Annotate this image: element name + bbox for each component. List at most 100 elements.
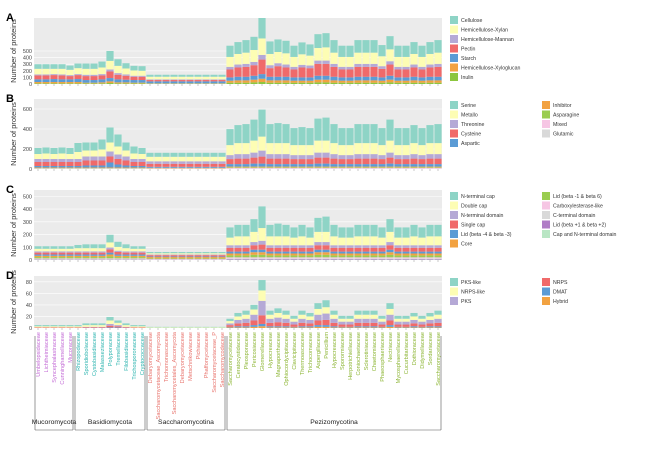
bar-segment	[82, 150, 90, 157]
category-label: Metschnikowiaceae	[188, 332, 194, 381]
bar-segment	[338, 167, 346, 169]
bar-segment	[354, 253, 362, 256]
bar-segment	[370, 322, 378, 327]
bar-segment	[306, 65, 314, 69]
bar-segment	[234, 327, 242, 328]
bar-segment	[306, 247, 314, 252]
bar-segment	[394, 159, 402, 165]
bar-segment	[146, 326, 154, 328]
bar-segment	[226, 251, 234, 254]
bar-segment	[426, 251, 434, 254]
bar-segment	[426, 245, 434, 248]
bar-segment	[434, 253, 442, 256]
bar-segment	[418, 145, 426, 156]
category-label: Umbelopsidaceae	[36, 332, 42, 377]
bar-segment	[98, 83, 106, 84]
bar-segment	[234, 257, 242, 259]
legend-label: Threonine	[461, 122, 484, 128]
bar-segment	[186, 257, 194, 259]
bar-segment	[434, 224, 442, 237]
bar-segment	[434, 82, 442, 84]
bar-segment	[218, 258, 226, 259]
bar-segment	[434, 143, 442, 155]
bar-segment	[138, 159, 146, 162]
bar-segment	[90, 80, 98, 83]
bar-segment	[274, 80, 282, 83]
bar-segment	[178, 254, 186, 256]
bar-segment	[194, 152, 202, 157]
bar-segment	[346, 167, 354, 168]
bar-segment	[122, 323, 130, 326]
bar-segment	[362, 76, 370, 81]
category-label: Pichiaceae	[196, 332, 202, 359]
bar-segment	[410, 247, 418, 252]
bar-segment	[66, 76, 74, 80]
legend-swatch	[542, 230, 550, 238]
bar-segment	[266, 314, 274, 319]
legend-label: PKS-like	[461, 280, 481, 286]
bar-segment	[378, 326, 386, 328]
legend-swatch	[542, 120, 550, 128]
bar-segment	[410, 245, 418, 248]
bar-segment	[394, 56, 402, 67]
bar-segment	[426, 53, 434, 65]
bar-segment	[146, 258, 154, 259]
bar-segment	[298, 245, 306, 248]
bar-segment	[218, 76, 226, 80]
bar-segment	[354, 326, 362, 328]
bar-segment	[322, 313, 330, 320]
bar-segment	[282, 245, 290, 248]
bar-segment	[282, 154, 290, 159]
bar-segment	[402, 166, 410, 168]
legend-item: Single cap	[450, 220, 485, 229]
bar-segment	[242, 164, 250, 167]
bar-segment	[434, 322, 442, 327]
bar-segment	[114, 251, 122, 255]
legend-label: Hemicellulose-Mannan	[461, 37, 514, 43]
bar-segment	[394, 155, 402, 160]
bar-segment	[242, 255, 250, 258]
bar-segment	[82, 167, 90, 168]
bar-segment	[362, 167, 370, 169]
bar-segment	[202, 326, 210, 328]
bar-segment	[74, 79, 82, 83]
bar-segment	[130, 257, 138, 259]
bar-segment	[226, 326, 234, 328]
bar-segment	[274, 164, 282, 167]
bar-segment	[258, 166, 266, 168]
bar-segment	[194, 76, 202, 80]
category-label: Trichocomaceae	[308, 332, 314, 373]
bar-segment	[162, 152, 170, 157]
bar-segment	[434, 327, 442, 328]
bar-segment	[362, 154, 370, 159]
bar-segment	[290, 69, 298, 78]
bar-segment	[330, 253, 338, 256]
bar-segment	[114, 159, 122, 165]
bar-segment	[330, 224, 338, 237]
bar-segment	[242, 247, 250, 252]
bar-segment	[266, 76, 274, 81]
category-label: Penicillium	[324, 332, 330, 359]
bar-segment	[178, 152, 186, 157]
bar-segment	[282, 327, 290, 328]
bar-segment	[338, 324, 346, 327]
legend-swatch	[450, 192, 458, 200]
bar-segment	[298, 327, 306, 328]
bar-segment	[234, 80, 242, 83]
bar-segment	[418, 159, 426, 165]
bar-segment	[194, 80, 202, 82]
category-label: Trichomonascaceae	[164, 332, 170, 382]
bar-segment	[290, 327, 298, 328]
bar-segment	[34, 327, 42, 328]
bar-segment	[122, 79, 130, 83]
bar-segment	[114, 255, 122, 258]
bar-segment	[394, 251, 402, 254]
legend-label: Carboxylesterase-like	[553, 204, 603, 210]
bar-segment	[194, 258, 202, 259]
bar-segment	[98, 254, 106, 256]
bar-segment	[418, 253, 426, 256]
bar-segment	[386, 64, 394, 76]
bar-segment	[50, 246, 58, 249]
bar-segment	[386, 258, 394, 259]
bar-segment	[34, 246, 42, 249]
